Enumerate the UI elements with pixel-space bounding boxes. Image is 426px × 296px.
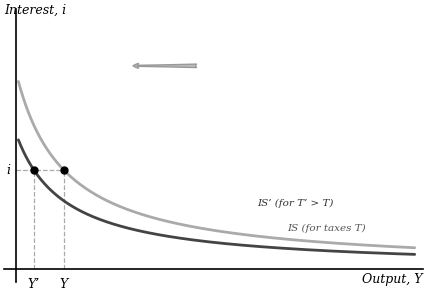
Text: i: i xyxy=(6,164,10,176)
Text: Interest, i: Interest, i xyxy=(4,3,66,16)
Text: IS’ (for T’ > T): IS’ (for T’ > T) xyxy=(256,200,333,208)
Text: IS (for taxes T): IS (for taxes T) xyxy=(287,224,365,233)
Text: Y: Y xyxy=(60,278,68,291)
Text: Y’: Y’ xyxy=(28,278,40,291)
Text: Output, Y: Output, Y xyxy=(362,273,422,286)
